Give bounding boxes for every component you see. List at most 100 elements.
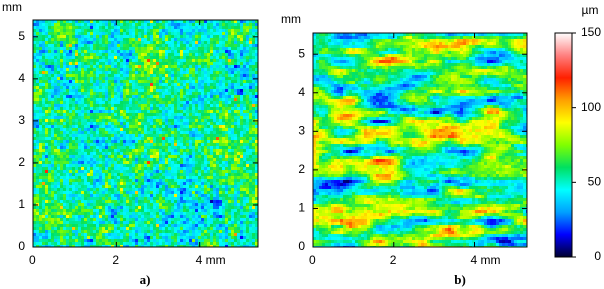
texture-cell (234, 140, 237, 143)
texture-cell (201, 164, 204, 167)
texture-cell (69, 101, 72, 104)
texture-cell (219, 119, 222, 122)
texture-cell (54, 62, 57, 65)
texture-cell (63, 104, 66, 107)
texture-cell (222, 176, 225, 179)
texture-cell (219, 68, 222, 71)
texture-cell (147, 191, 150, 194)
texture-cell (141, 146, 144, 149)
texture-cell (216, 74, 219, 77)
texture-cell (45, 167, 48, 170)
texture-cell (39, 158, 42, 161)
texture-cell (63, 95, 66, 98)
texture-cell (249, 74, 252, 77)
texture-cell (159, 215, 162, 218)
texture-cell (102, 65, 105, 68)
texture-cell (159, 191, 162, 194)
texture-cell (111, 122, 114, 125)
texture-cell (225, 182, 228, 185)
texture-cell (159, 98, 162, 101)
texture-cell (63, 125, 66, 128)
texture-cell (60, 53, 63, 56)
texture-cell (120, 101, 123, 104)
texture-cell (162, 68, 165, 71)
texture-cell (93, 170, 96, 173)
texture-cell (93, 83, 96, 86)
texture-cell (123, 152, 126, 155)
texture-cell (249, 77, 252, 80)
texture-cell (198, 80, 201, 83)
texture-cell (81, 161, 84, 164)
texture-cell (117, 71, 120, 74)
texture-cell (135, 131, 138, 134)
texture-cell (156, 122, 159, 125)
texture-cell (240, 203, 243, 206)
texture-cell (240, 47, 243, 50)
texture-cell (147, 206, 150, 209)
texture-cell (69, 35, 72, 38)
texture-cell (162, 137, 165, 140)
texture-cell (102, 188, 105, 191)
texture-cell (57, 92, 60, 95)
texture-cell (42, 38, 45, 41)
texture-cell (129, 164, 132, 167)
texture-cell (87, 206, 90, 209)
texture-cell (252, 146, 255, 149)
texture-cell (141, 149, 144, 152)
texture-cell (234, 107, 237, 110)
texture-cell (123, 170, 126, 173)
texture-cell (93, 191, 96, 194)
texture-cell (75, 200, 78, 203)
texture-cell (210, 122, 213, 125)
texture-cell (108, 59, 111, 62)
texture-cell (171, 35, 174, 38)
texture-cell (186, 125, 189, 128)
texture-cell (54, 44, 57, 47)
texture-cell (189, 53, 192, 56)
texture-cell (150, 122, 153, 125)
texture-cell (117, 32, 120, 35)
texture-cell (81, 146, 84, 149)
texture-cell (252, 206, 255, 209)
texture-cell (225, 86, 228, 89)
texture-cell (222, 107, 225, 110)
texture-cell (120, 83, 123, 86)
texture-cell (234, 113, 237, 116)
texture-cell (114, 26, 117, 29)
texture-cell (171, 59, 174, 62)
texture-cell (222, 71, 225, 74)
texture-cell (243, 74, 246, 77)
texture-cell (228, 98, 231, 101)
texture-cell (129, 35, 132, 38)
texture-cell (102, 200, 105, 203)
texture-cell (168, 197, 171, 200)
texture-cell (135, 152, 138, 155)
texture-cell (228, 101, 231, 104)
texture-cell (51, 107, 54, 110)
texture-cell (198, 101, 201, 104)
texture-cell (111, 86, 114, 89)
texture-cell (117, 77, 120, 80)
texture-cell (147, 89, 150, 92)
texture-cell (231, 86, 234, 89)
texture-cell (249, 122, 252, 125)
texture-cell (156, 77, 159, 80)
texture-cell (105, 158, 108, 161)
texture-cell (153, 113, 156, 116)
texture-cell (108, 206, 111, 209)
texture-cell (60, 104, 63, 107)
texture-cell (132, 134, 135, 137)
texture-cell (213, 98, 216, 101)
texture-cell (120, 44, 123, 47)
texture-cell (87, 68, 90, 71)
texture-cell (180, 50, 183, 53)
texture-cell (60, 188, 63, 191)
texture-cell (162, 74, 165, 77)
texture-cell (66, 212, 69, 215)
texture-cell (213, 206, 216, 209)
texture-cell (75, 98, 78, 101)
texture-cell (75, 182, 78, 185)
texture-cell (120, 125, 123, 128)
texture-cell (45, 89, 48, 92)
texture-cell (60, 134, 63, 137)
